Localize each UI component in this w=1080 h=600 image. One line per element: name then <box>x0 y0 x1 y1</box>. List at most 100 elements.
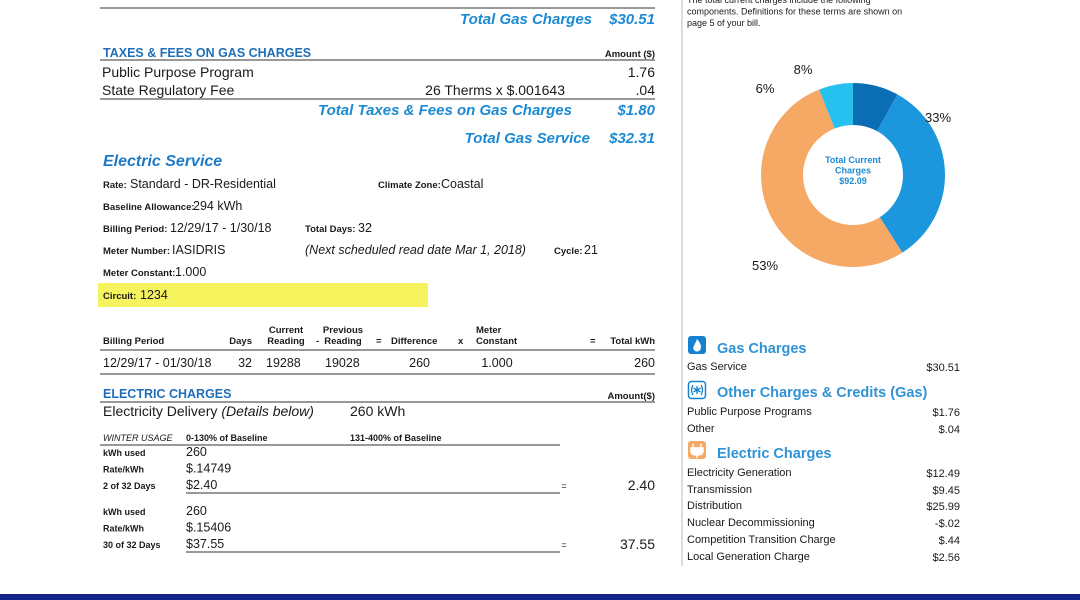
delivery-note: (Details below) <box>221 403 314 419</box>
row-name: State Regulatory Fee <box>102 82 235 98</box>
cell: 19028 <box>325 356 360 370</box>
donut-segment <box>853 83 898 132</box>
operator: = <box>561 540 566 550</box>
summary-item: Nuclear Decommissioning <box>687 517 815 529</box>
summary-amount: $.04 <box>939 424 960 436</box>
field-label: Meter Number: <box>103 246 170 257</box>
operator: x <box>458 336 464 347</box>
field-value: 294 kWh <box>193 199 242 213</box>
center-label: Total Current <box>825 155 881 165</box>
column-header: Amount($) <box>608 391 656 402</box>
electric-icon <box>688 441 706 459</box>
cell: 260 <box>634 356 655 370</box>
row-amount: .04 <box>636 82 656 98</box>
usage-value: 260 <box>186 445 207 459</box>
field-label: Baseline Allowance: <box>103 202 195 213</box>
note-line: page 5 of your bill. <box>687 18 761 28</box>
delivery-usage: 260 kWh <box>350 403 405 419</box>
other-icon <box>687 380 707 400</box>
section-heading: Electric Service <box>103 153 222 170</box>
field-label: Total Days: <box>305 224 356 235</box>
summary-item: Public Purpose Programs <box>687 406 812 418</box>
summary-amount: -$.02 <box>935 518 960 530</box>
block-amount: 2.40 <box>628 477 655 493</box>
operator: - <box>316 336 319 347</box>
field-value: Coastal <box>441 177 483 191</box>
center-label: Charges <box>835 166 871 176</box>
column-header: Days <box>229 336 252 347</box>
note-line: The total current charges include the fo… <box>687 0 871 5</box>
summary-amount: $25.99 <box>926 501 960 513</box>
summary-item: Gas Service <box>687 361 747 373</box>
total-value: $32.31 <box>608 130 655 147</box>
summary-amount: $9.45 <box>932 485 960 497</box>
column-header: Constant <box>476 336 518 347</box>
summary-item: Distribution <box>687 500 742 512</box>
segment-label: 8% <box>794 62 813 77</box>
cell: 260 <box>409 356 430 370</box>
field-label: Rate: <box>103 180 127 191</box>
section-heading: TAXES & FEES ON GAS CHARGES <box>103 46 311 60</box>
delivery-label: Electricity Delivery <box>103 403 217 419</box>
operator: = <box>590 336 596 347</box>
segment-label: 53% <box>752 258 778 273</box>
field-value: 21 <box>584 243 598 257</box>
summary-title: Other Charges & Credits (Gas) <box>717 385 927 401</box>
column-header: Reading <box>324 336 362 347</box>
donut-segment <box>819 83 853 129</box>
field-value: Standard - DR-Residential <box>130 177 276 191</box>
usage-value: $2.40 <box>186 478 217 492</box>
total-label: Total Gas Service <box>465 130 590 147</box>
center-label: $92.09 <box>839 176 867 186</box>
row-detail: 26 Therms x $.001643 <box>425 82 565 98</box>
usage-label: Rate/kWh <box>103 465 144 475</box>
field-label: Climate Zone: <box>378 180 441 191</box>
usage-label: 2 of 32 Days <box>103 481 156 491</box>
total-label: Total Gas Charges <box>460 11 592 28</box>
summary-item: Competition Transition Charge <box>687 534 836 546</box>
usage-label: 30 of 32 Days <box>103 540 161 550</box>
operator: = <box>376 336 382 347</box>
section-heading: ELECTRIC CHARGES <box>103 387 231 401</box>
cell: 1.000 <box>481 356 512 370</box>
cell: 32 <box>238 356 252 370</box>
field-value: IASIDRIS <box>172 243 226 257</box>
summary-amount: $2.56 <box>932 552 960 564</box>
field-value: 32 <box>358 221 372 235</box>
block-amount: 37.55 <box>620 536 655 552</box>
column-header: Previous <box>323 325 363 336</box>
column-header: Total kWh <box>610 336 655 347</box>
column-header: Reading <box>267 336 305 347</box>
summary-title: Electric Charges <box>717 446 831 462</box>
cell: 12/29/17 - 01/30/18 <box>103 356 211 370</box>
donut-segment <box>761 89 903 267</box>
field-value: 12/29/17 - 1/30/18 <box>170 221 272 235</box>
field-value: 1.000 <box>175 265 206 279</box>
usage-label: kWh used <box>103 507 146 517</box>
field-label: Cycle: <box>554 246 583 257</box>
total-value: $30.51 <box>608 11 655 28</box>
summary-amount: $30.51 <box>926 362 960 374</box>
row-name: Public Purpose Program <box>102 64 254 80</box>
summary-item: Transmission <box>687 484 752 496</box>
summary-title: Gas Charges <box>717 341 806 357</box>
field-label: Billing Period: <box>103 224 167 235</box>
summary-item: Electricity Generation <box>687 467 792 479</box>
summary-amount: $1.76 <box>932 407 960 419</box>
usage-label: kWh used <box>103 448 146 458</box>
usage-value: $.15406 <box>186 521 231 535</box>
column-header: Amount ($) <box>605 49 655 60</box>
cell: 19288 <box>266 356 301 370</box>
usage-label: Rate/kWh <box>103 524 144 534</box>
total-label: Total Taxes & Fees on Gas Charges <box>318 102 572 119</box>
summary-item: Local Generation Charge <box>687 551 810 563</box>
column-header: Current <box>269 325 304 336</box>
segment-label: 6% <box>756 81 775 96</box>
gas-icon <box>688 336 706 354</box>
note-line: components. Definitions for these terms … <box>687 7 902 17</box>
usage-value: 260 <box>186 504 207 518</box>
tier-header: 131-400% of Baseline <box>350 433 442 443</box>
segment-label: 33% <box>925 110 951 125</box>
summary-item: Other <box>687 423 715 435</box>
